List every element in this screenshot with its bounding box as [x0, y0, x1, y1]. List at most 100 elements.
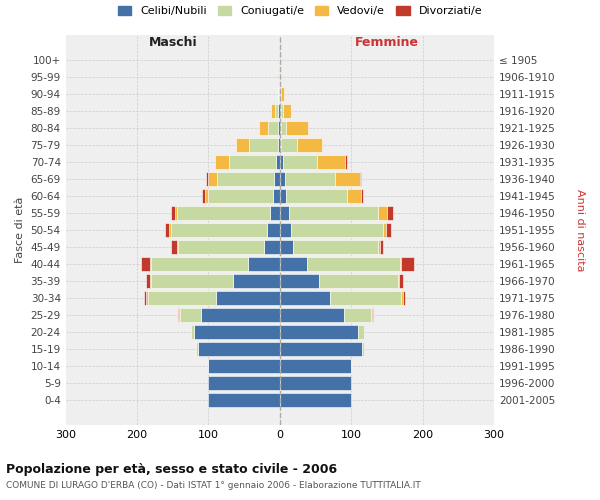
Bar [178, 240, 264, 254]
Bar [280, 155, 283, 169]
Bar [275, 104, 278, 118]
Bar [169, 223, 170, 237]
Bar [285, 172, 335, 186]
Bar [175, 206, 177, 220]
Bar [317, 155, 346, 169]
Bar [215, 155, 229, 169]
Bar [280, 70, 281, 84]
Bar [229, 155, 275, 169]
Bar [205, 189, 208, 203]
Bar [387, 206, 392, 220]
Bar [281, 87, 284, 101]
Bar [280, 52, 281, 66]
Bar [275, 155, 280, 169]
Bar [180, 308, 201, 322]
Bar [398, 274, 399, 288]
Bar [208, 394, 280, 407]
Bar [307, 257, 400, 271]
Bar [249, 138, 278, 152]
Bar [358, 326, 364, 340]
Bar [217, 172, 274, 186]
Bar [172, 206, 175, 220]
Bar [335, 172, 360, 186]
Bar [386, 223, 391, 237]
Bar [377, 240, 380, 254]
Bar [383, 223, 386, 237]
Bar [280, 257, 307, 271]
Bar [380, 240, 383, 254]
Bar [150, 274, 151, 288]
Bar [201, 308, 280, 322]
Y-axis label: Fasce di età: Fasce di età [15, 197, 25, 264]
Bar [347, 189, 361, 203]
Bar [291, 223, 383, 237]
Bar [280, 189, 286, 203]
Bar [142, 257, 150, 271]
Bar [278, 138, 280, 152]
Bar [401, 257, 414, 271]
Bar [146, 274, 150, 288]
Y-axis label: Anni di nascita: Anni di nascita [575, 189, 585, 272]
Bar [280, 360, 351, 374]
Bar [165, 223, 169, 237]
Text: Femmine: Femmine [355, 36, 419, 49]
Bar [286, 121, 308, 135]
Bar [178, 308, 179, 322]
Bar [289, 206, 379, 220]
Bar [278, 87, 279, 101]
Bar [170, 240, 177, 254]
Bar [208, 376, 280, 390]
Bar [283, 104, 291, 118]
Bar [191, 326, 194, 340]
Bar [401, 291, 403, 305]
Bar [403, 291, 405, 305]
Bar [278, 121, 280, 135]
Bar [280, 121, 281, 135]
Bar [330, 291, 401, 305]
Bar [208, 360, 280, 374]
Bar [280, 291, 330, 305]
Bar [372, 308, 373, 322]
Bar [281, 138, 297, 152]
Bar [272, 189, 280, 203]
Bar [233, 274, 280, 288]
Bar [196, 342, 198, 356]
Bar [274, 172, 280, 186]
Bar [371, 308, 372, 322]
Bar [280, 240, 293, 254]
Bar [270, 206, 280, 220]
Bar [194, 326, 280, 340]
Bar [280, 326, 358, 340]
Bar [293, 240, 377, 254]
Bar [177, 240, 178, 254]
Bar [170, 223, 267, 237]
Bar [268, 121, 278, 135]
Bar [144, 291, 146, 305]
Bar [297, 138, 322, 152]
Bar [177, 206, 270, 220]
Bar [208, 189, 272, 203]
Text: Maschi: Maschi [148, 36, 197, 49]
Bar [281, 121, 286, 135]
Bar [148, 291, 215, 305]
Bar [362, 342, 364, 356]
Bar [280, 342, 362, 356]
Bar [281, 104, 283, 118]
Bar [206, 172, 208, 186]
Bar [278, 104, 280, 118]
Bar [150, 257, 151, 271]
Bar [264, 240, 280, 254]
Bar [151, 257, 248, 271]
Bar [400, 257, 401, 271]
Bar [360, 172, 361, 186]
Bar [379, 206, 387, 220]
Bar [280, 274, 319, 288]
Bar [280, 223, 291, 237]
Text: Popolazione per età, sesso e stato civile - 2006: Popolazione per età, sesso e stato civil… [6, 462, 337, 475]
Bar [236, 138, 249, 152]
Bar [202, 189, 205, 203]
Text: COMUNE DI LURAGO D'ERBA (CO) - Dati ISTAT 1° gennaio 2006 - Elaborazione TUTTITA: COMUNE DI LURAGO D'ERBA (CO) - Dati ISTA… [6, 481, 421, 490]
Bar [280, 172, 285, 186]
Bar [399, 274, 403, 288]
Bar [280, 308, 344, 322]
